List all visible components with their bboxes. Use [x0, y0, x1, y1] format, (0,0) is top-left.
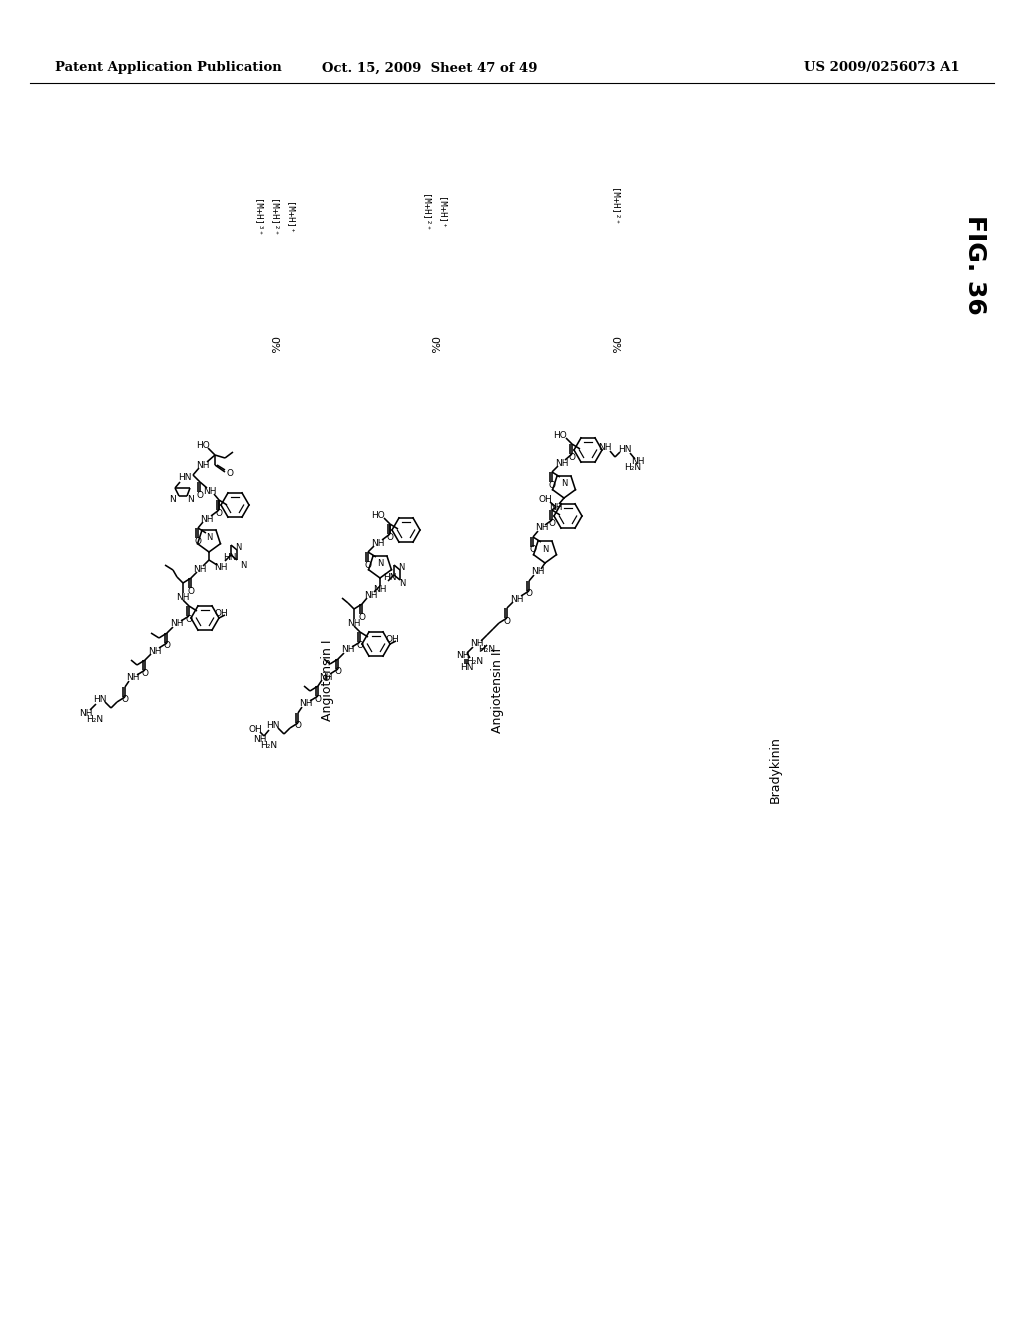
Text: O: O — [164, 642, 171, 651]
Text: NH: NH — [148, 647, 162, 656]
Text: NH: NH — [194, 565, 207, 573]
Text: NH: NH — [372, 539, 385, 548]
Text: FIG. 36: FIG. 36 — [963, 215, 987, 315]
Text: [M+H]²⁺: [M+H]²⁺ — [609, 189, 618, 226]
Text: O: O — [226, 470, 233, 479]
Text: Angiotensin II: Angiotensin II — [490, 647, 504, 733]
Text: 0%: 0% — [268, 337, 278, 354]
Text: O: O — [358, 612, 366, 622]
Text: O: O — [568, 453, 575, 462]
Text: NH: NH — [341, 645, 354, 655]
Text: HN: HN — [460, 664, 474, 672]
Text: NH: NH — [470, 639, 483, 648]
Text: O: O — [187, 586, 195, 595]
Text: Patent Application Publication: Patent Application Publication — [55, 62, 282, 74]
Text: NH: NH — [598, 444, 611, 453]
Text: O: O — [295, 722, 301, 730]
Text: O: O — [529, 545, 537, 554]
Text: H₂N: H₂N — [625, 462, 642, 471]
Text: O: O — [549, 519, 555, 528]
Text: HN: HN — [266, 722, 280, 730]
Text: Angiotensin I: Angiotensin I — [322, 639, 335, 721]
Text: O: O — [141, 668, 148, 677]
Text: NH: NH — [126, 673, 139, 682]
Text: NH: NH — [299, 700, 312, 709]
Text: NH: NH — [197, 461, 210, 470]
Text: NH: NH — [176, 593, 189, 602]
Text: N: N — [377, 560, 383, 569]
Text: H₂N: H₂N — [260, 741, 278, 750]
Text: O: O — [122, 696, 128, 705]
Text: NH: NH — [214, 564, 227, 573]
Text: US 2009/0256073 A1: US 2009/0256073 A1 — [805, 62, 961, 74]
Text: HO: HO — [371, 511, 385, 520]
Text: H₂N: H₂N — [467, 657, 483, 667]
Text: O: O — [365, 561, 372, 569]
Text: NH: NH — [549, 503, 563, 511]
Text: [M+H]⁺
[M+H]²⁺
[M+H]³⁺: [M+H]⁺ [M+H]²⁺ [M+H]³⁺ — [253, 199, 294, 236]
Text: H₂N: H₂N — [86, 714, 103, 723]
Text: O: O — [525, 590, 532, 598]
Text: N: N — [234, 543, 242, 552]
Text: NH: NH — [365, 590, 378, 599]
Text: NH: NH — [253, 734, 266, 743]
Text: N: N — [397, 562, 404, 572]
Text: OH: OH — [539, 495, 552, 504]
Text: NH: NH — [555, 458, 568, 467]
Text: N: N — [206, 533, 212, 543]
Text: N: N — [542, 544, 548, 553]
Text: Oct. 15, 2009  Sheet 47 of 49: Oct. 15, 2009 Sheet 47 of 49 — [323, 62, 538, 74]
Text: O: O — [335, 668, 341, 676]
Text: O: O — [314, 694, 322, 704]
Text: Bradykinin: Bradykinin — [768, 737, 781, 804]
Text: N: N — [186, 495, 194, 504]
Text: NH: NH — [536, 524, 549, 532]
Text: OH: OH — [385, 635, 399, 644]
Text: O: O — [185, 615, 193, 623]
Text: O: O — [197, 491, 204, 499]
Text: 0%: 0% — [609, 337, 618, 354]
Text: N: N — [170, 495, 176, 504]
Text: N: N — [561, 479, 567, 488]
Text: O: O — [215, 508, 222, 517]
Text: NH: NH — [203, 487, 217, 495]
Text: [M+H]⁺
[M+H]²⁺: [M+H]⁺ [M+H]²⁺ — [421, 194, 445, 232]
Text: NH: NH — [201, 515, 214, 524]
Text: HN: HN — [618, 446, 632, 454]
Text: OH: OH — [248, 726, 262, 734]
Text: NH: NH — [347, 619, 360, 627]
Text: NH: NH — [319, 672, 333, 681]
Text: HO: HO — [553, 430, 567, 440]
Text: HO: HO — [197, 441, 210, 450]
Text: 0%: 0% — [428, 337, 438, 354]
Text: HN: HN — [178, 474, 191, 483]
Text: H₂N: H₂N — [478, 645, 496, 655]
Text: HN: HN — [223, 553, 237, 562]
Text: NH: NH — [170, 619, 183, 628]
Text: O: O — [386, 532, 393, 541]
Text: O: O — [504, 616, 511, 626]
Text: N: N — [240, 561, 246, 569]
Text: NH: NH — [631, 458, 645, 466]
Text: O: O — [195, 536, 202, 545]
Text: HN: HN — [383, 573, 396, 582]
Text: NH: NH — [510, 594, 523, 603]
Text: NH: NH — [79, 709, 93, 718]
Text: NH: NH — [531, 568, 545, 577]
Text: O: O — [356, 640, 364, 649]
Text: OH: OH — [214, 609, 228, 618]
Text: O: O — [549, 480, 555, 490]
Text: N: N — [398, 578, 406, 587]
Text: NH: NH — [457, 652, 470, 660]
Text: HN: HN — [93, 696, 106, 705]
Text: NH: NH — [374, 585, 387, 594]
